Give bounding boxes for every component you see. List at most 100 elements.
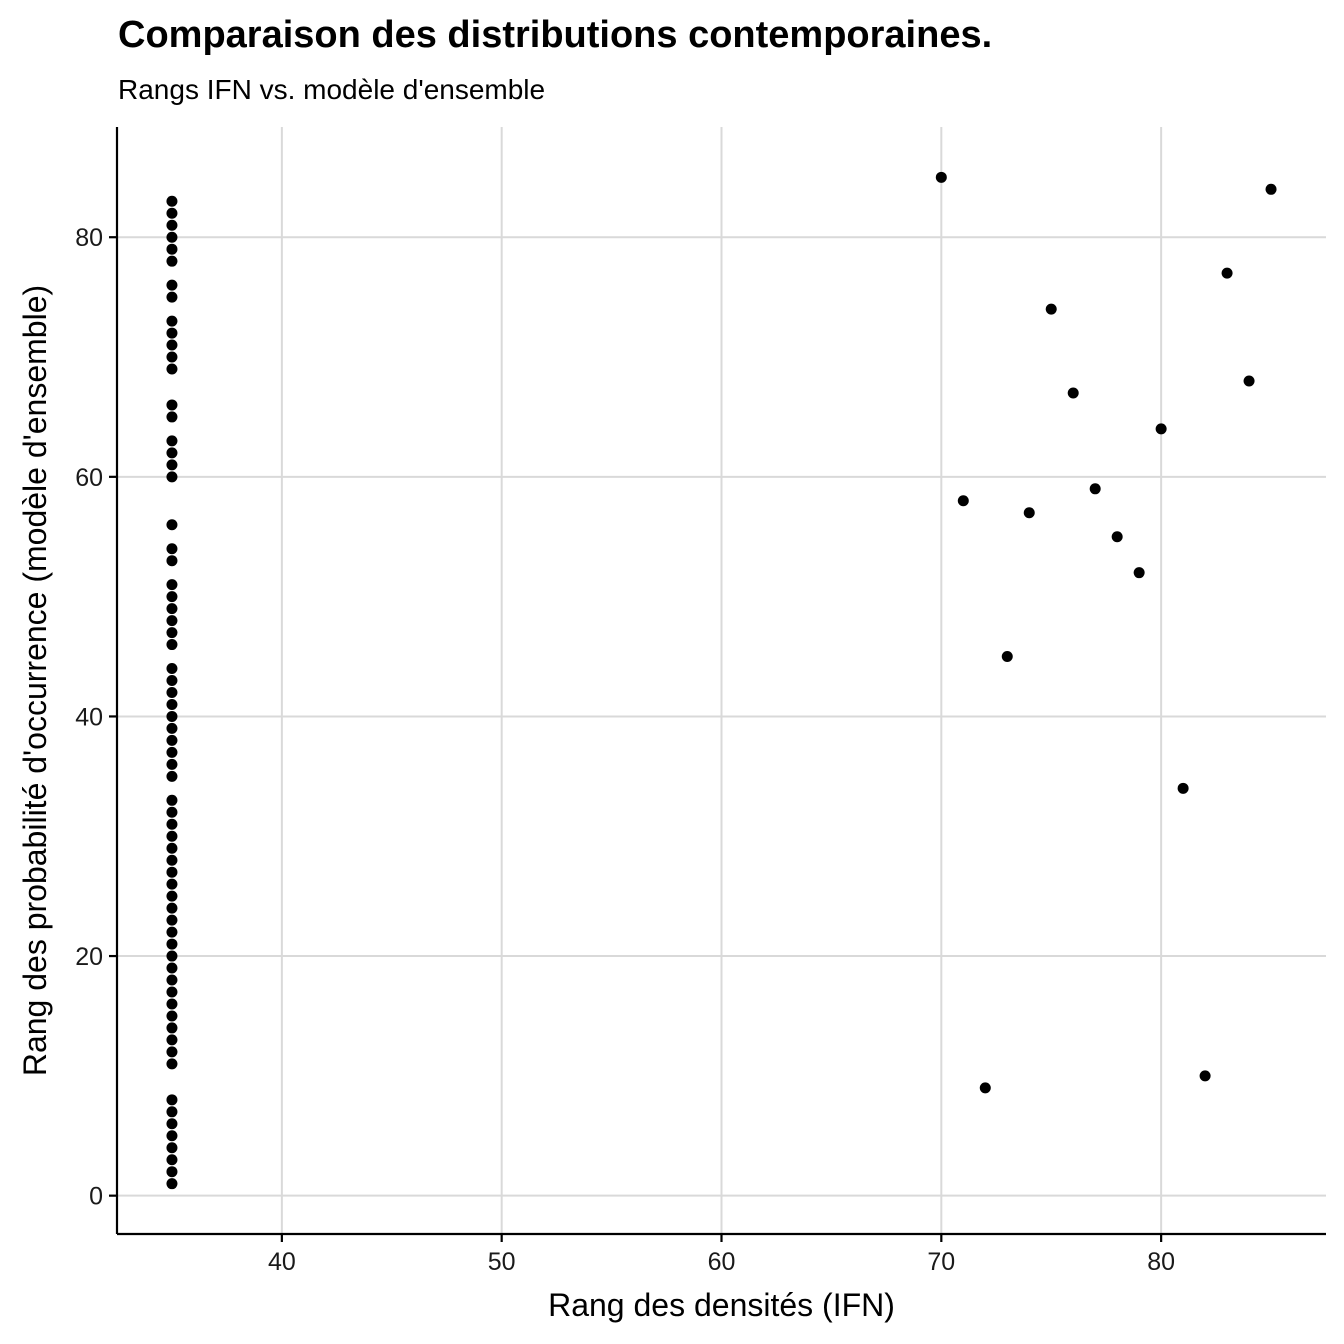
data-point	[1155, 423, 1167, 435]
data-point	[166, 207, 178, 219]
x-tick-label: 50	[488, 1248, 516, 1276]
data-point	[166, 1058, 178, 1070]
data-point	[166, 770, 178, 782]
data-point	[166, 938, 178, 950]
data-point	[166, 399, 178, 411]
data-point	[166, 734, 178, 746]
data-point	[1265, 183, 1277, 195]
data-point	[166, 459, 178, 471]
data-point	[166, 639, 178, 651]
data-point	[935, 171, 947, 183]
data-point	[166, 818, 178, 830]
data-point	[166, 950, 178, 962]
data-point	[1199, 1070, 1211, 1082]
data-point	[166, 615, 178, 627]
data-point	[166, 555, 178, 567]
data-point	[166, 830, 178, 842]
data-point	[979, 1082, 991, 1094]
data-point	[166, 363, 178, 375]
data-point	[166, 279, 178, 291]
data-point	[166, 686, 178, 698]
data-point	[166, 447, 178, 459]
x-tick-label: 60	[708, 1248, 736, 1276]
data-point	[166, 435, 178, 447]
data-point	[166, 998, 178, 1010]
x-tick-label: 80	[1147, 1248, 1175, 1276]
data-point	[166, 1046, 178, 1058]
data-point	[1133, 567, 1145, 579]
data-point	[166, 327, 178, 339]
data-point	[166, 1022, 178, 1034]
y-tick-label: 80	[75, 224, 103, 252]
data-point	[166, 962, 178, 974]
data-point	[166, 806, 178, 818]
data-point	[166, 219, 178, 231]
data-point	[166, 974, 178, 986]
data-point	[166, 710, 178, 722]
x-tick-label: 70	[927, 1248, 955, 1276]
data-point	[166, 1142, 178, 1154]
data-point	[1221, 267, 1233, 279]
data-point	[166, 231, 178, 243]
data-point	[166, 243, 178, 255]
chart-subtitle: Rangs IFN vs. modèle d'ensemble	[118, 74, 546, 105]
data-point	[166, 591, 178, 603]
axis-ticks: 40 50 60 70 80 0 20 40 60 80	[75, 224, 1175, 1276]
y-tick-label: 0	[89, 1183, 103, 1211]
data-point	[166, 1034, 178, 1046]
data-point	[166, 1118, 178, 1130]
data-point	[166, 411, 178, 423]
data-point	[166, 842, 178, 854]
data-point	[166, 1178, 178, 1190]
y-axis-title: Rang des probabilité d'occurrence (modèl…	[17, 285, 53, 1076]
data-point	[166, 339, 178, 351]
data-point	[1089, 483, 1101, 495]
data-point	[166, 854, 178, 866]
data-point	[166, 1094, 178, 1106]
data-point	[166, 746, 178, 758]
data-point	[166, 1130, 178, 1142]
data-point	[166, 1010, 178, 1022]
data-point	[1045, 303, 1057, 315]
data-point	[166, 471, 178, 483]
data-point	[166, 866, 178, 878]
data-point	[166, 663, 178, 675]
data-point	[166, 914, 178, 926]
data-point	[166, 543, 178, 555]
grid-lines	[117, 127, 1326, 1234]
y-tick-label: 20	[75, 943, 103, 971]
data-points	[166, 171, 1277, 1190]
data-point	[166, 926, 178, 938]
data-point	[166, 195, 178, 207]
data-point	[166, 794, 178, 806]
data-point	[166, 519, 178, 531]
data-point	[166, 878, 178, 890]
data-point	[1111, 531, 1123, 543]
y-tick-label: 40	[75, 703, 103, 731]
data-point	[166, 627, 178, 639]
data-point	[166, 291, 178, 303]
data-point	[1243, 375, 1255, 387]
data-point	[166, 722, 178, 734]
x-tick-label: 40	[268, 1248, 296, 1276]
data-point	[166, 315, 178, 327]
data-point	[166, 902, 178, 914]
data-point	[166, 603, 178, 615]
data-point	[166, 579, 178, 591]
y-tick-label: 60	[75, 464, 103, 492]
data-point	[1023, 507, 1035, 519]
data-point	[1001, 651, 1013, 663]
data-point	[166, 986, 178, 998]
data-point	[166, 1154, 178, 1166]
data-point	[166, 758, 178, 770]
data-point	[957, 495, 969, 507]
data-point	[166, 351, 178, 363]
data-point	[166, 698, 178, 710]
x-axis-title: Rang des densités (IFN)	[548, 1287, 895, 1323]
data-point	[1177, 782, 1189, 794]
data-point	[166, 890, 178, 902]
chart-title: Comparaison des distributions contempora…	[118, 14, 993, 56]
data-point	[166, 675, 178, 686]
data-point	[166, 1166, 178, 1178]
